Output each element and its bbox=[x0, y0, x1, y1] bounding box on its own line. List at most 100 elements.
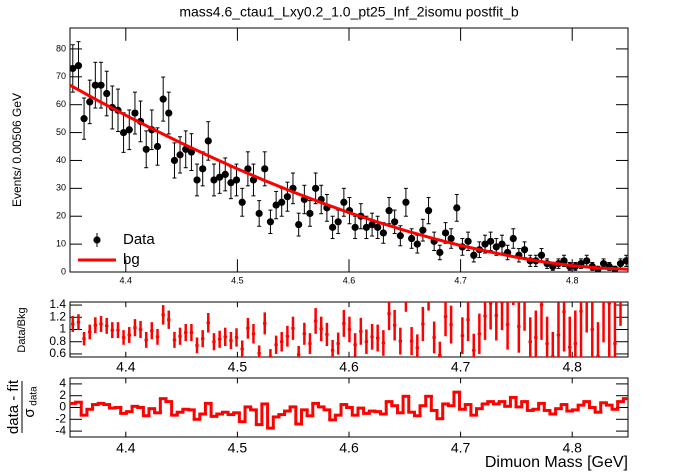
y-tick-label: 4 bbox=[59, 376, 66, 390]
data-point bbox=[453, 204, 461, 212]
y-axis-label: Data/Bkg bbox=[16, 307, 28, 352]
data-point bbox=[328, 223, 337, 231]
data-point bbox=[142, 145, 150, 153]
data-point bbox=[153, 142, 162, 151]
x-tick-label: 4.6 bbox=[339, 440, 359, 456]
y-tick-label: 1.4 bbox=[49, 297, 66, 311]
data-point bbox=[487, 237, 495, 245]
data-point bbox=[340, 198, 348, 206]
y-label-denominator: σ bbox=[21, 408, 38, 418]
data-point bbox=[441, 229, 450, 237]
plot-area bbox=[71, 302, 622, 357]
x-tick-label: 4.4 bbox=[116, 440, 136, 456]
data-point bbox=[159, 95, 167, 103]
data-point bbox=[334, 218, 342, 226]
data-point bbox=[238, 198, 246, 206]
data-point bbox=[436, 248, 444, 257]
x-tick-label: 4.7 bbox=[451, 440, 471, 456]
y-tick-label: 1 bbox=[59, 322, 66, 336]
data-point bbox=[622, 257, 628, 265]
y-tick-label: 0 bbox=[61, 266, 66, 276]
x-tick-label: 4.7 bbox=[454, 275, 467, 285]
data-point bbox=[306, 209, 314, 218]
fit-line bbox=[70, 83, 628, 271]
data-point bbox=[165, 109, 173, 117]
y-tick-label: 0.8 bbox=[49, 334, 66, 348]
data-point bbox=[210, 176, 218, 184]
data-point bbox=[255, 209, 263, 218]
data-point bbox=[80, 115, 88, 123]
data-point bbox=[86, 98, 94, 106]
data-point bbox=[119, 128, 128, 137]
y-tick-label: -2 bbox=[55, 411, 66, 425]
data-point bbox=[391, 218, 399, 226]
y-tick-label: 40 bbox=[56, 155, 66, 165]
data-point bbox=[283, 193, 291, 201]
data-point bbox=[266, 218, 275, 226]
x-tick-label: 4.8 bbox=[566, 275, 579, 285]
data-point bbox=[481, 240, 489, 248]
y-tick-label: -4 bbox=[55, 423, 66, 437]
data-point bbox=[227, 179, 235, 187]
y-tick-label: 1.2 bbox=[49, 309, 66, 323]
x-tick-label: 4.4 bbox=[120, 275, 133, 285]
data-point bbox=[368, 220, 376, 229]
data-point bbox=[199, 165, 207, 173]
data-point bbox=[91, 81, 99, 89]
data-point bbox=[362, 223, 371, 231]
data-point bbox=[170, 156, 179, 165]
data-point bbox=[232, 176, 241, 184]
data-point bbox=[599, 260, 608, 268]
data-point bbox=[408, 234, 416, 243]
data-point bbox=[221, 170, 229, 178]
data-point bbox=[103, 89, 111, 98]
data-point bbox=[419, 226, 427, 234]
y-label-numerator: data - fit bbox=[5, 379, 22, 434]
y-tick-label: 10 bbox=[56, 238, 66, 248]
data-point bbox=[97, 81, 105, 89]
y-axis-label: Events/ 0.00506 GeV bbox=[10, 93, 24, 207]
y-tick-label: 0.6 bbox=[49, 346, 66, 360]
legend-label: Data bbox=[123, 231, 155, 248]
data-point bbox=[244, 165, 252, 173]
data-point bbox=[402, 198, 410, 206]
y-axis-label: data - fit σ data bbox=[5, 379, 40, 434]
data-point bbox=[193, 176, 201, 184]
y-tick-label: 80 bbox=[56, 43, 66, 53]
data-point bbox=[374, 223, 382, 231]
x-tick-label: 4.5 bbox=[228, 440, 248, 456]
data-point bbox=[278, 198, 286, 206]
x-tick-label: 4.5 bbox=[231, 275, 244, 285]
y-tick-label: 20 bbox=[56, 211, 66, 221]
x-tick-label: 4.7 bbox=[451, 359, 471, 375]
y-tick-label: 2 bbox=[59, 388, 66, 402]
x-tick-label: 4.8 bbox=[562, 440, 582, 456]
data-point bbox=[204, 137, 212, 145]
data-point bbox=[74, 62, 83, 70]
y-tick-label: 30 bbox=[56, 183, 66, 193]
data-point bbox=[583, 257, 591, 265]
data-point bbox=[70, 64, 77, 73]
legend-label: bg bbox=[123, 251, 140, 268]
y-tick-label: 50 bbox=[56, 127, 66, 137]
data-point bbox=[537, 251, 546, 259]
x-tick-label: 4.6 bbox=[339, 359, 359, 375]
data-point bbox=[464, 237, 472, 245]
data-point bbox=[520, 246, 529, 254]
data-point bbox=[176, 151, 184, 159]
data-point bbox=[498, 240, 506, 248]
y-label-subscript: data bbox=[29, 386, 40, 406]
data-point bbox=[216, 173, 224, 181]
x-tick-label: 4.8 bbox=[562, 359, 582, 375]
data-point bbox=[249, 176, 258, 184]
data-point bbox=[385, 207, 393, 215]
x-tick-label: 4.5 bbox=[228, 359, 248, 375]
data-point bbox=[560, 257, 568, 265]
data-point bbox=[509, 234, 517, 243]
chart-title: mass4.6_ctau1_Lxy0.2_1.0_pt25_Inf_2isomu… bbox=[179, 4, 519, 20]
y-tick-label: 0 bbox=[59, 400, 66, 414]
data-point bbox=[379, 229, 387, 237]
x-tick-label: 4.4 bbox=[116, 359, 136, 375]
x-tick-label: 4.6 bbox=[343, 275, 356, 285]
